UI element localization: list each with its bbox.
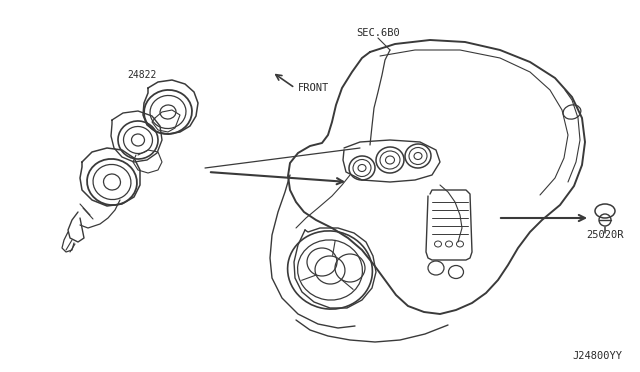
Text: FRONT: FRONT [298, 83, 329, 93]
Text: J24800YY: J24800YY [572, 351, 622, 361]
Text: SEC.6B0: SEC.6B0 [356, 28, 400, 38]
Text: 24822: 24822 [127, 70, 156, 80]
Text: 25020R: 25020R [586, 230, 624, 240]
